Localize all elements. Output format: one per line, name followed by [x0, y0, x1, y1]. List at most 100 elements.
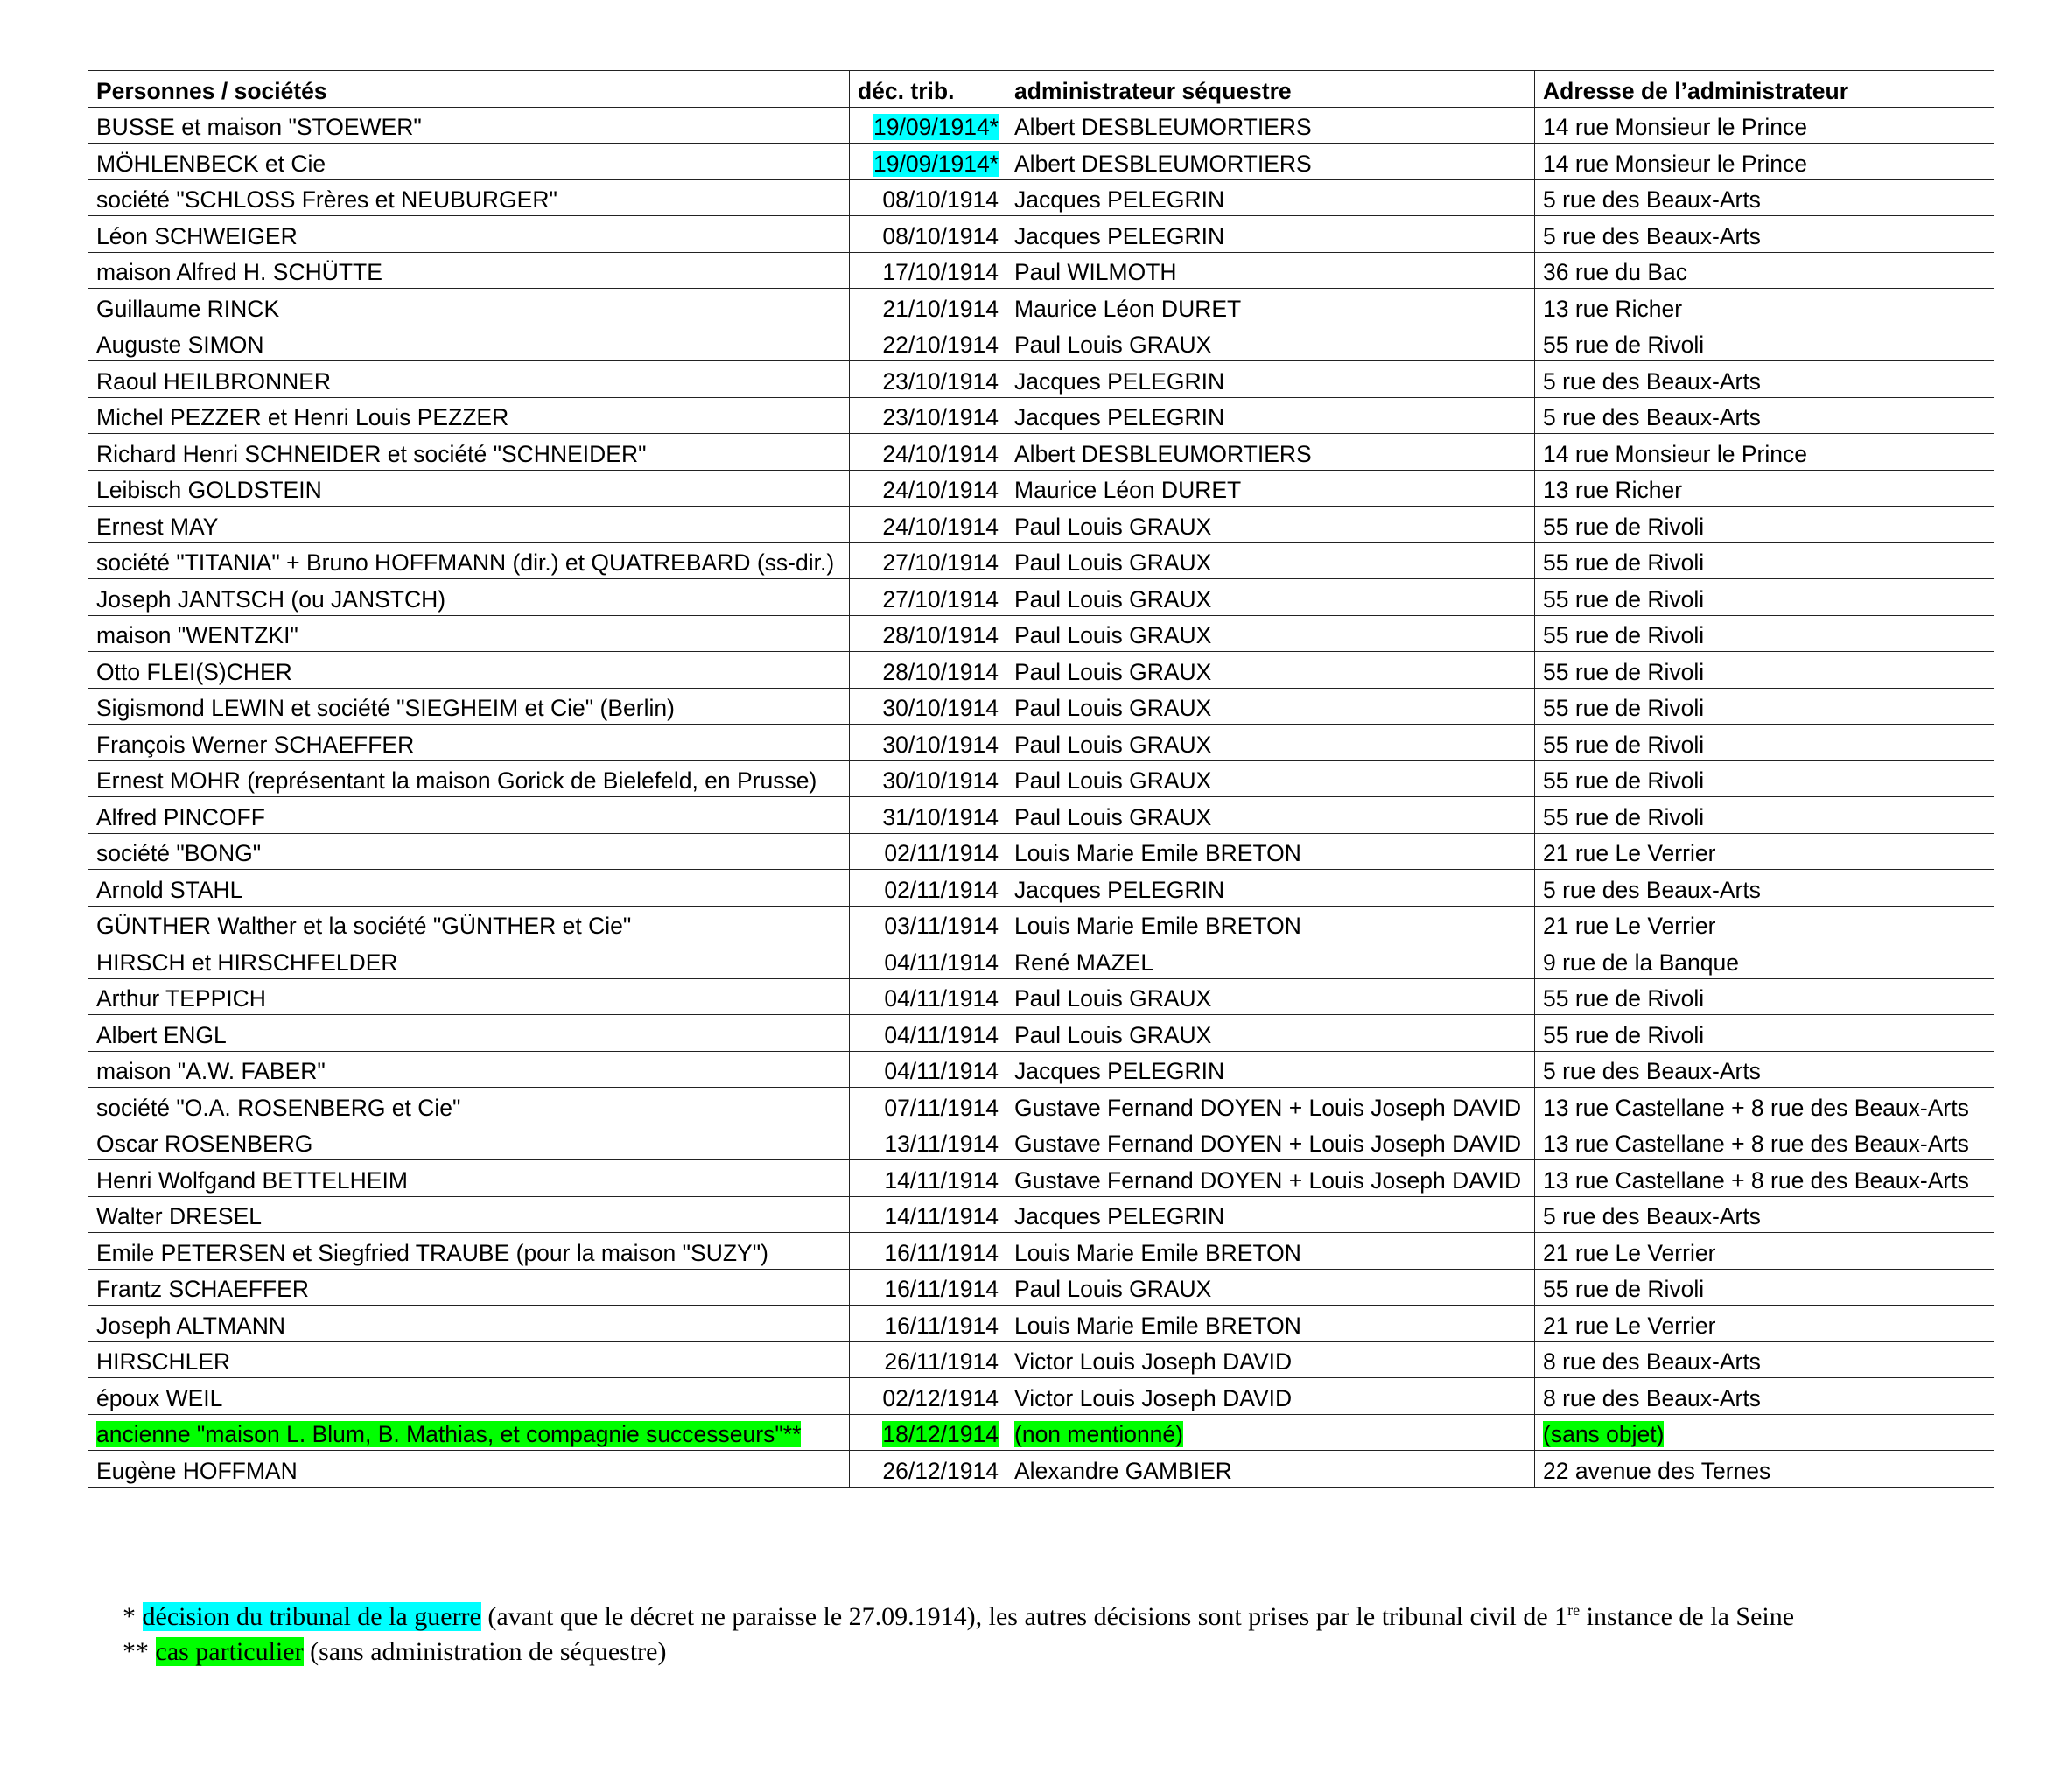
cell-person: société "SCHLOSS Frères et NEUBURGER" [88, 178, 850, 216]
cell-decision-date: 30/10/1914 [849, 724, 1006, 761]
cell-person: époux WEIL [88, 1377, 850, 1415]
cell-decision-date: 30/10/1914 [849, 760, 1006, 797]
cell-decision-date-text: 19/09/1914* [873, 150, 999, 177]
cell-decision-date-text: 02/11/1914 [884, 840, 999, 866]
cell-decision-date: 27/10/1914 [849, 578, 1006, 616]
cell-administrator: Louis Marie Emile BRETON [1006, 1305, 1535, 1342]
cell-administrator: (non mentionné) [1006, 1413, 1535, 1451]
table-row: Eugène HOFFMAN 26/12/1914 Alexandre GAMBIE… [88, 1450, 1994, 1488]
table-row: Emile PETERSEN et Siegfried TRAUBE (pour… [88, 1232, 1994, 1270]
cell-address: 5 rue des Beaux-Arts [1534, 1050, 1994, 1088]
cell-address: 5 rue des Beaux-Arts [1534, 869, 1994, 906]
cell-administrator-text: Jacques PELEGRIN [1014, 186, 1225, 213]
cell-decision-date: 16/11/1914 [849, 1305, 1006, 1342]
cell-decision-date: 04/11/1914 [849, 977, 1006, 1015]
cell-address-text: 5 rue des Beaux-Arts [1543, 1058, 1761, 1084]
cell-address-text: 13 rue Richer [1543, 477, 1683, 503]
table-row: Léon SCHWEIGER 08/10/1914 Jacques PELEGRIN… [88, 215, 1994, 253]
table-row: Joseph JANTSCH (ou JANSTCH) 27/10/1914 Pau… [88, 578, 1994, 616]
cell-person-text: HIRSCH et HIRSCHFELDER [96, 948, 398, 976]
cell-address: 13 rue Castellane + 8 rue des Beaux-Arts [1534, 1159, 1994, 1197]
cell-administrator: Paul Louis GRAUX [1006, 324, 1535, 361]
cell-person: société "O.A. ROSENBERG et Cie" [88, 1087, 850, 1124]
cell-address-text: 5 rue des Beaux-Arts [1543, 186, 1761, 213]
cell-administrator-text: Paul Louis GRAUX [1014, 695, 1212, 721]
cell-decision-date-text: 04/11/1914 [884, 1058, 999, 1084]
header-decision-date: déc. trib. [849, 70, 1006, 108]
cell-address-text: 5 rue des Beaux-Arts [1543, 222, 1761, 249]
cell-address-text: 14 rue Monsieur le Prince [1543, 114, 1807, 140]
cell-decision-date: 24/10/1914 [849, 469, 1006, 507]
cell-address-text: 5 rue des Beaux-Arts [1543, 1203, 1761, 1229]
cell-address: 55 rue de Rivoli [1534, 578, 1994, 616]
cell-person-text: Otto FLEI(S)CHER [96, 658, 292, 685]
cell-person: maison "WENTZKI" [88, 614, 850, 652]
cell-address: 9 rue de la Banque [1534, 942, 1994, 979]
cell-address-text: 55 rue de Rivoli [1543, 767, 1705, 794]
cell-decision-date: 16/11/1914 [849, 1232, 1006, 1270]
cell-decision-date-text: 02/12/1914 [882, 1384, 999, 1411]
table-row: Arnold STAHL 02/11/1914 Jacques PELEGRIN 5 … [88, 869, 1994, 906]
cell-person: maison Alfred H. SCHÜTTE [88, 251, 850, 289]
cell-decision-date: 24/10/1914 [849, 433, 1006, 471]
cell-person-text: ancienne "maison L. Blum, B. Mathias, et… [96, 1421, 802, 1447]
cell-decision-date-text: 24/10/1914 [882, 477, 999, 503]
cell-administrator-text: Paul Louis GRAUX [1014, 1021, 1212, 1048]
table-row: maison "A.W. FABER" 04/11/1914 Jacques PEL… [88, 1050, 1994, 1088]
cell-address-text: 5 rue des Beaux-Arts [1543, 404, 1761, 430]
table-row: maison Alfred H. SCHÜTTE 17/10/1914 Paul W… [88, 251, 1994, 289]
cell-administrator-text: Jacques PELEGRIN [1014, 368, 1225, 395]
cell-address: 55 rue de Rivoli [1534, 542, 1994, 579]
cell-address-text: 8 rue des Beaux-Arts [1543, 1384, 1761, 1411]
cell-address-text: 55 rue de Rivoli [1543, 803, 1705, 830]
cell-person: Emile PETERSEN et Siegfried TRAUBE (pour… [88, 1232, 850, 1270]
cell-person: Alfred PINCOFF [88, 796, 850, 834]
table-row: Ernest MOHR (représentant la maison Gori… [88, 760, 1994, 797]
cell-decision-date-text: 16/11/1914 [884, 1239, 999, 1266]
cell-person: Leibisch GOLDSTEIN [88, 469, 850, 507]
cell-address: 13 rue Richer [1534, 288, 1994, 326]
cell-person: Léon SCHWEIGER [88, 215, 850, 253]
cell-person: société "TITANIA" + Bruno HOFFMANN (dir.… [88, 542, 850, 579]
cell-person-text: Alfred PINCOFF [96, 803, 265, 830]
cell-administrator: Paul Louis GRAUX [1006, 542, 1535, 579]
cell-person-text: société "BONG" [96, 840, 262, 866]
cell-person: Auguste SIMON [88, 324, 850, 361]
table-row: François Werner SCHAEFFER 30/10/1914 Paul … [88, 724, 1994, 761]
cell-address: 55 rue de Rivoli [1534, 1268, 1994, 1306]
cell-person-text: Arthur TEPPICH [96, 985, 266, 1012]
cell-address: 8 rue des Beaux-Arts [1534, 1340, 1994, 1378]
cell-decision-date: 14/11/1914 [849, 1195, 1006, 1233]
cell-decision-date-text: 04/11/1914 [884, 985, 999, 1012]
cell-person: Walter DRESEL [88, 1195, 850, 1233]
cell-address-text: 55 rue de Rivoli [1543, 1276, 1705, 1302]
cell-administrator: Paul Louis GRAUX [1006, 614, 1535, 652]
cell-person-text: Oscar ROSENBERG [96, 1130, 313, 1157]
cell-administrator-text: Paul Louis GRAUX [1014, 622, 1212, 648]
cell-administrator: Alexandre GAMBIER [1006, 1450, 1535, 1488]
cell-administrator-text: Gustave Fernand DOYEN + Louis Joseph DAV… [1014, 1130, 1522, 1157]
cell-decision-date: 24/10/1914 [849, 506, 1006, 543]
cell-administrator-text: Paul Louis GRAUX [1014, 513, 1212, 540]
cell-person: HIRSCHLER [88, 1340, 850, 1378]
cell-administrator-text: Maurice Léon DURET [1014, 295, 1242, 322]
cell-address-text: 13 rue Castellane + 8 rue des Beaux-Arts [1543, 1094, 1969, 1121]
cell-decision-date-text: 31/10/1914 [882, 803, 999, 830]
highlight-tribunal-guerre: décision du tribunal de la guerre [142, 1602, 481, 1631]
cell-administrator: Jacques PELEGRIN [1006, 1050, 1535, 1088]
header-persons: Personnes / sociétés [88, 70, 850, 108]
cell-decision-date-text: 23/10/1914 [882, 404, 999, 430]
cell-person-text: BUSSE et maison "STOEWER" [96, 114, 422, 140]
cell-person: Ernest MOHR (représentant la maison Gori… [88, 760, 850, 797]
cell-administrator: Gustave Fernand DOYEN + Louis Joseph DAV… [1006, 1159, 1535, 1197]
cell-administrator: Paul Louis GRAUX [1006, 724, 1535, 761]
cell-administrator-text: Louis Marie Emile BRETON [1014, 1312, 1301, 1339]
cell-person-text: Auguste SIMON [96, 332, 264, 358]
header-address: Adresse de l’administrateur [1534, 70, 1994, 108]
cell-address: 22 avenue des Ternes [1534, 1450, 1994, 1488]
table-row: Frantz SCHAEFFER 16/11/1914 Paul Louis GRA… [88, 1268, 1994, 1306]
cell-administrator: Albert DESBLEUMORTIERS [1006, 106, 1535, 144]
cell-administrator: Paul Louis GRAUX [1006, 760, 1535, 797]
cell-address: 55 rue de Rivoli [1534, 324, 1994, 361]
cell-address: 55 rue de Rivoli [1534, 687, 1994, 724]
